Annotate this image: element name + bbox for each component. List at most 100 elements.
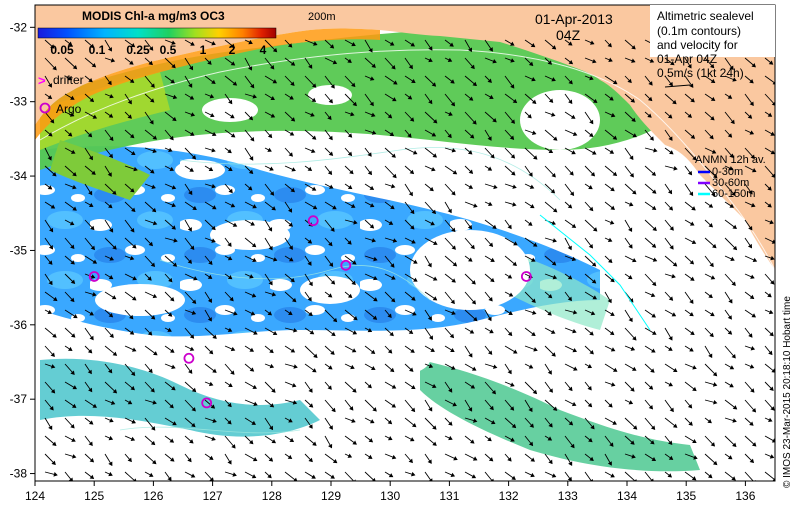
- info-box: Altimetric sealevel (0.1m contours) and …: [650, 5, 775, 88]
- velocity-arrowhead: [211, 183, 216, 189]
- velocity-arrowhead: [690, 330, 695, 336]
- velocity-arrowhead: [692, 386, 697, 392]
- scale-arrow-icon: [664, 84, 691, 88]
- velocity-arrowhead: [530, 42, 536, 48]
- velocity-arrowhead: [612, 80, 618, 85]
- velocity-arrowhead: [451, 310, 456, 316]
- velocity-arrowhead: [312, 368, 317, 373]
- velocity-arrow: [584, 471, 592, 481]
- velocity-arrowhead: [191, 310, 197, 315]
- velocity-arrowhead: [509, 406, 515, 411]
- velocity-arrowhead: [708, 353, 713, 359]
- velocity-arrowhead: [610, 473, 615, 478]
- velocity-arrowhead: [609, 330, 615, 336]
- velocity-arrowhead: [47, 83, 52, 88]
- velocity-arrowhead: [668, 346, 673, 351]
- x-tick-label: 133: [558, 489, 578, 503]
- velocity-arrowhead: [371, 365, 376, 371]
- velocity-arrowhead: [447, 133, 452, 139]
- velocity-arrowhead: [331, 331, 336, 337]
- velocity-arrowhead: [371, 130, 377, 135]
- velocity-arrowhead: [249, 439, 254, 445]
- velocity-arrowhead: [530, 204, 535, 209]
- velocity-arrowhead: [107, 172, 112, 177]
- velocity-arrowhead: [211, 238, 216, 243]
- velocity-arrowhead: [588, 185, 593, 190]
- velocity-arrowhead: [249, 347, 254, 352]
- velocity-arrowhead: [229, 296, 234, 302]
- velocity-arrowhead: [167, 476, 172, 481]
- velocity-arrowhead: [367, 170, 373, 176]
- velocity-arrowhead: [490, 154, 495, 159]
- velocity-arrowhead: [589, 119, 594, 125]
- argo-float-marker[interactable]: [88, 271, 100, 282]
- velocity-arrowhead: [130, 227, 135, 233]
- argo-float-marker[interactable]: [520, 271, 532, 282]
- velocity-arrowhead: [731, 191, 736, 197]
- velocity-arrowhead: [551, 112, 556, 117]
- x-tick-label: 132: [499, 489, 519, 503]
- velocity-arrowhead: [729, 65, 734, 71]
- velocity-arrowhead: [432, 296, 438, 301]
- map-time: 04Z: [556, 27, 581, 43]
- velocity-arrowhead: [48, 280, 53, 286]
- velocity-arrowhead: [631, 190, 637, 195]
- velocity-arrowhead: [167, 327, 172, 332]
- velocity-arrowhead: [88, 441, 93, 447]
- velocity-arrowhead: [651, 313, 656, 318]
- velocity-arrowhead: [769, 454, 775, 459]
- credit-text: © IMOS 23-Mar-2015 20:18:10 Hobart time: [782, 296, 793, 488]
- velocity-arrowhead: [328, 443, 333, 449]
- velocity-arrowhead: [770, 255, 775, 261]
- velocity-arrowhead: [251, 474, 257, 479]
- velocity-arrowhead: [389, 41, 395, 46]
- velocity-arrowhead: [550, 189, 556, 194]
- velocity-arrowhead: [352, 260, 357, 265]
- info-box-background: [650, 5, 775, 57]
- velocity-arrowhead: [427, 459, 432, 464]
- velocity-arrowhead: [47, 156, 52, 161]
- velocity-arrowhead: [269, 403, 275, 408]
- velocity-arrowhead: [69, 221, 75, 226]
- velocity-arrowhead: [668, 440, 673, 446]
- velocity-arrowhead: [288, 257, 294, 262]
- argo-float-marker[interactable]: [340, 259, 352, 271]
- velocity-arrowhead: [451, 191, 456, 196]
- velocity-arrowhead: [449, 42, 454, 47]
- velocity-arrowhead: [130, 150, 136, 156]
- velocity-arrowhead: [510, 154, 516, 159]
- velocity-arrowhead: [668, 336, 673, 341]
- argo-float-marker[interactable]: [307, 215, 319, 227]
- velocity-arrowhead: [450, 79, 455, 84]
- argo-float-marker[interactable]: [183, 352, 195, 364]
- velocity-arrowhead: [709, 262, 714, 268]
- velocity-arrowhead: [751, 313, 757, 318]
- velocity-arrowhead: [308, 457, 313, 463]
- velocity-arrowhead: [307, 261, 312, 266]
- velocity-arrowhead: [630, 387, 635, 392]
- argo-float-marker[interactable]: [201, 397, 213, 409]
- velocity-arrowhead: [251, 293, 257, 298]
- velocity-arrowhead: [470, 244, 475, 250]
- velocity-arrowhead: [411, 239, 416, 244]
- velocity-arrowhead: [369, 185, 375, 190]
- velocity-arrowhead: [272, 79, 278, 84]
- velocity-arrowhead: [268, 280, 273, 286]
- info-line-5: 0.5m/s (1kt 24h): [657, 66, 744, 80]
- velocity-arrowhead: [169, 135, 174, 141]
- velocity-arrowhead: [589, 331, 594, 336]
- velocity-arrowhead: [271, 292, 277, 297]
- velocity-arrowhead: [187, 259, 192, 264]
- velocity-arrowhead: [171, 185, 177, 190]
- velocity-arrowhead: [291, 297, 297, 303]
- velocity-arrowhead: [308, 424, 313, 429]
- velocity-arrowhead: [109, 228, 114, 233]
- velocity-arrowhead: [50, 364, 56, 369]
- velocity-arrowhead: [148, 241, 153, 247]
- velocity-arrowhead: [267, 133, 273, 139]
- velocity-arrowhead: [347, 453, 353, 458]
- velocity-arrowhead: [230, 203, 236, 208]
- velocity-arrowhead: [230, 370, 235, 375]
- velocity-arrowhead: [332, 317, 338, 323]
